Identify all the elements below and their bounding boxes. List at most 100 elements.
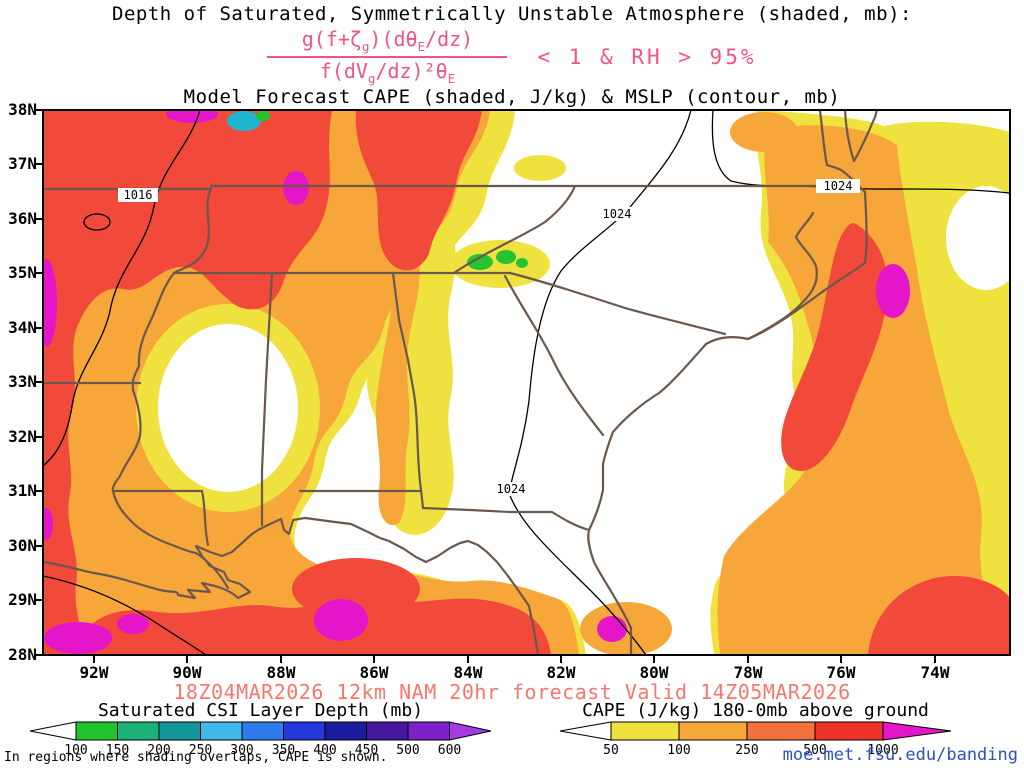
lon-label: 88W <box>267 663 296 682</box>
cape-tick: 500 <box>803 743 826 758</box>
csi-colorbar-tip-left <box>29 721 77 741</box>
isobar-label: 1024 <box>603 207 632 221</box>
isobar-labels: 1016 1024 1024 1024 <box>118 179 860 496</box>
cape-tick: 1000 <box>867 743 898 758</box>
state-border-ms-al <box>260 271 274 527</box>
clear-area-mississippi <box>158 324 298 492</box>
credit-link[interactable]: moe.met.fsu.edu/banding <box>782 745 1018 765</box>
csi-colorbar <box>29 721 492 741</box>
csi-colorbar-tip-right <box>449 721 492 741</box>
lat-label: 38N <box>8 100 37 119</box>
clear-area-offshore-ne <box>946 186 1010 290</box>
cape-shade-red-secorner <box>868 576 1010 655</box>
gulf-coastline <box>43 516 540 655</box>
csi-tick: 500 <box>396 743 419 758</box>
lon-label: 74W <box>921 663 950 682</box>
formula-condition: < 1 & RH > 95% <box>537 44 757 69</box>
mslp-contours <box>43 110 1010 655</box>
csi-colorbar-seg <box>324 721 367 741</box>
nc-sounds-shoreline <box>746 211 818 341</box>
csi-shade-green <box>467 254 493 270</box>
csi-colorbar-seg <box>366 721 409 741</box>
csi-colorbar-seg <box>200 721 243 741</box>
isobar-1016 <box>43 110 201 467</box>
cape-colorbar-tip-right <box>882 721 952 741</box>
isobar-label: 1024 <box>497 482 526 496</box>
cape-max-magenta <box>43 259 57 347</box>
lon-label: 84W <box>454 663 483 682</box>
csi-tick: 300 <box>230 743 253 758</box>
fraction-bar <box>267 55 508 58</box>
cape-colorbar-seg <box>610 721 680 741</box>
state-border-tn-nc <box>452 184 577 275</box>
isobar-label-box <box>118 188 158 202</box>
state-border-al-ga <box>391 271 425 510</box>
cape-shade-red-west <box>43 110 332 655</box>
csi-tick: 100 <box>64 743 87 758</box>
csi-colorbar-ticks: 100 150 200 250 300 350 400 450 500 600 <box>64 743 461 758</box>
csi-shade-green <box>516 258 528 268</box>
cape-max-magenta <box>166 110 218 123</box>
cape-max-magenta <box>283 171 309 205</box>
legend-cape-title: CAPE (J/kg) 180-0mb above ground <box>582 700 929 721</box>
state-border-ga-fl <box>421 506 591 532</box>
csi-tick: 600 <box>438 743 461 758</box>
lat-axis-labels: 38N 37N 36N 35N 34N 33N 32N 31N 30N 29N … <box>8 100 37 664</box>
lat-label: 31N <box>8 481 37 500</box>
cape-colorbar-seg <box>678 721 748 741</box>
cape-max-magenta <box>44 622 112 654</box>
cape-colorbar-ticks: 50 100 250 500 1000 <box>603 743 898 758</box>
legend-csi-title: Saturated CSI Layer Depth (mb) <box>97 700 424 721</box>
lat-label: 29N <box>8 590 37 609</box>
cape-max-magenta <box>117 614 149 634</box>
csi-colorbar-seg <box>158 721 201 741</box>
cape-tick: 50 <box>603 743 619 758</box>
isobar-label-box <box>595 207 639 221</box>
cape-colorbar-tip-left <box>559 721 612 741</box>
isobar-closed-low <box>83 213 111 231</box>
lat-label: 28N <box>8 645 37 664</box>
csi-colorbar-seg <box>241 721 284 741</box>
state-borders <box>43 110 879 655</box>
lat-label: 33N <box>8 372 37 391</box>
lon-label: 92W <box>80 663 109 682</box>
lon-axis-labels: 92W 90W 88W 86W 84W 82W 80W 78W 76W 74W <box>80 663 950 682</box>
cape-max-magenta <box>43 508 53 540</box>
state-border-nc-sc <box>508 271 727 336</box>
lat-label: 34N <box>8 318 37 337</box>
csi-tick: 450 <box>355 743 378 758</box>
cape-shade-red-topmiddle <box>355 110 482 271</box>
lon-label: 80W <box>640 663 669 682</box>
cape-colorbar-seg <box>746 721 816 741</box>
csi-tick: 350 <box>272 743 295 758</box>
csi-tick: 250 <box>189 743 212 758</box>
csi-shade-green <box>496 250 516 264</box>
formula-denominator: f(dVg/dz)²θE <box>319 58 456 86</box>
delmarva-coastline <box>843 110 879 163</box>
mississippi-river <box>111 186 230 590</box>
isobar-label-box <box>816 179 860 193</box>
cape-max-magenta <box>314 599 368 641</box>
state-border-ga-sc <box>503 274 605 437</box>
isobar-label: 1024 <box>824 179 853 193</box>
lon-label: 90W <box>173 663 202 682</box>
state-border-ms-la <box>111 489 210 547</box>
cape-max-magenta <box>597 616 627 642</box>
lon-label: 82W <box>547 663 576 682</box>
lon-label: 86W <box>360 663 389 682</box>
cape-shade-yellow-patch <box>514 155 566 181</box>
csi-colorbar-seg <box>75 721 118 741</box>
csi-formula: g(f+ζg)(dθE/dz) f(dVg/dz)²θE < 1 & RH > … <box>0 27 1024 87</box>
lat-label: 35N <box>8 263 37 282</box>
cape-colorbar <box>559 721 952 741</box>
csi-tick: 150 <box>106 743 129 758</box>
formula-fraction: g(f+ζg)(dθE/dz) f(dVg/dz)²θE <box>267 27 508 87</box>
lat-label: 36N <box>8 209 37 228</box>
cape-colorbar-seg <box>814 721 884 741</box>
csi-colorbar-seg <box>117 721 160 741</box>
isobar-label: 1016 <box>124 188 153 202</box>
isobar-1024-southwest <box>43 575 207 655</box>
isobar-label-box <box>489 482 533 496</box>
